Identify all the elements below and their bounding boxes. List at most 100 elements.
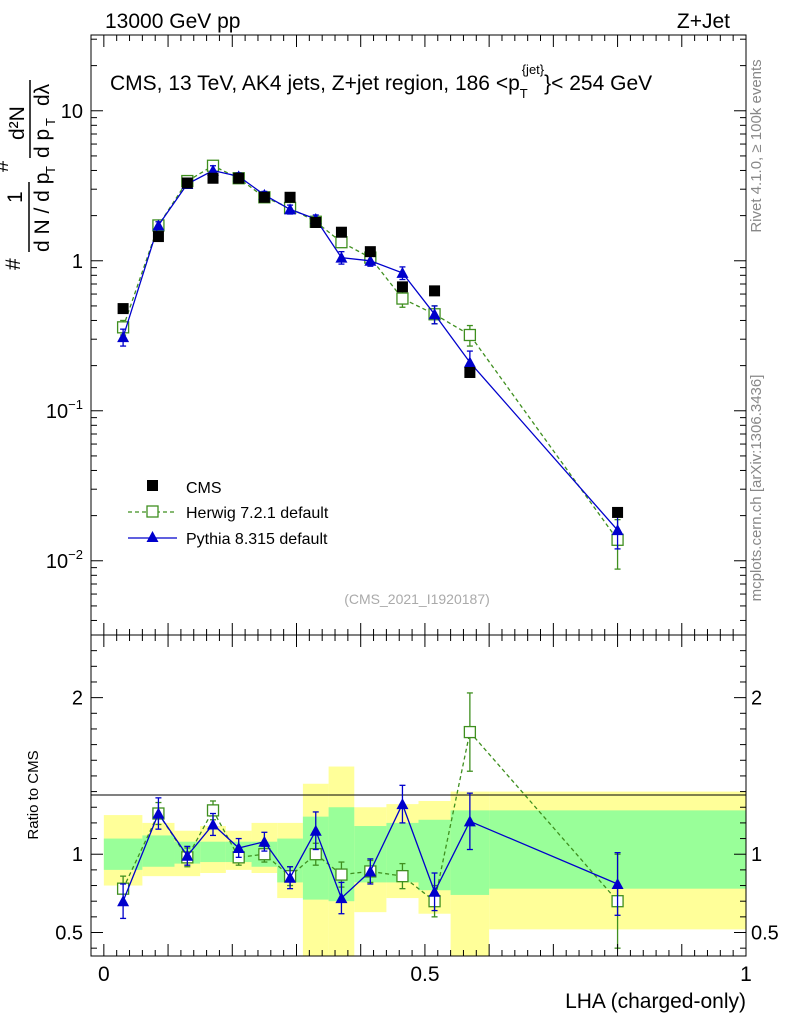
x-tick-label: 0.5 [410, 963, 439, 986]
title-sub: T [520, 86, 528, 101]
ratio-pythia-point [258, 835, 271, 847]
ratio-ticks-layer: 0 0.5 1 0.5 0.5 1 1 2 2 [55, 635, 779, 986]
ratio-pythia-point [611, 877, 624, 889]
main-y-tick-label: 10−2 [46, 547, 83, 573]
tick-exponent: −1 [68, 397, 83, 412]
herwig-point [335, 236, 348, 249]
x-tick-label: 1 [740, 963, 752, 986]
ylabel-dpt: d p [31, 129, 54, 158]
ratio-stat-uncertainty-band [103, 838, 143, 870]
ratio-herwig-point [396, 869, 409, 883]
main-y-axis-label: # 1 d N / d p T # d²N d p T dλ [0, 80, 58, 270]
ratio-herwig-point [309, 848, 322, 861]
cms-data-point [464, 366, 476, 378]
ylabel-d2n: d²N [6, 106, 29, 140]
pythia-point [396, 266, 409, 278]
header-collision: 13000 GeV pp [105, 10, 240, 33]
cms-data-point [117, 303, 129, 315]
ratio-pythia-point [181, 849, 194, 861]
ylabel-hash-1: # [2, 258, 25, 270]
title-post: }< 254 GeV [544, 72, 652, 95]
rivet-version-label: Rivet 4.1.0, ≥ 100k events [748, 59, 765, 232]
tick-exponent: −2 [68, 547, 83, 562]
pythia-point [463, 356, 476, 368]
title-pre: CMS, 13 TeV, AK4 jets, Z+jet region, 186… [110, 72, 520, 95]
cms-data-point [335, 226, 347, 238]
ratio-pythia-point [232, 841, 245, 853]
herwig-point [396, 292, 409, 305]
tick-base: 1 [72, 251, 83, 273]
main-y-tick-label: 10−1 [46, 397, 83, 423]
ratio-pythia-point [152, 807, 165, 819]
cms-data-point [429, 285, 441, 297]
ratio-pythia-point [428, 885, 441, 897]
ylabel-dn-dpt: d N / d p [31, 173, 54, 252]
ratio-y-tick-label: 0.5 [55, 923, 83, 945]
pythia-point [207, 164, 220, 176]
ratio-y-tick-label-right: 0.5 [751, 923, 779, 945]
analysis-id-label: (CMS_2021_I1920187) [344, 591, 490, 607]
ratio-panel: 0 0.5 1 0.5 0.5 1 1 2 2 [55, 634, 779, 986]
legend-label-herwig: Herwig 7.2.1 default [186, 505, 329, 522]
legend-marker-herwig [146, 505, 159, 518]
header-process: Z+Jet [677, 10, 730, 33]
pythia-point [284, 203, 297, 215]
cms-data-point [310, 216, 322, 228]
main-y-tick-label: 1 [72, 251, 83, 273]
cms-data-point [152, 231, 164, 243]
ratio-pythia-point [364, 865, 377, 877]
pythia-point [335, 251, 348, 263]
pythia-point [364, 254, 377, 266]
cms-data-point [258, 191, 270, 203]
ratio-pythia-line [122, 802, 618, 902]
cms-data-point [612, 506, 624, 518]
x-tick-label: 0 [98, 963, 110, 986]
ylabel-t-sub-2: T [43, 118, 58, 126]
pythia-point [611, 524, 624, 536]
ratio-herwig-point [463, 725, 477, 739]
cms-data-point [233, 172, 245, 184]
ratio-pythia-point [284, 871, 297, 883]
tick-base: 10 [46, 551, 68, 573]
legend-label-cms: CMS [186, 480, 222, 497]
ratio-stat-uncertainty-band [200, 841, 226, 863]
ratio-y-tick-label-right: 1 [751, 844, 762, 866]
legend-marker-cms [147, 480, 158, 491]
tick-base: 10 [46, 401, 68, 423]
cms-data-point [364, 246, 376, 258]
ylabel-dlambda: dλ [31, 83, 54, 106]
plot-title: CMS, 13 TeV, AK4 jets, Z+jet region, 186… [110, 62, 652, 101]
cms-data-point [207, 172, 219, 184]
ratio-y-tick-label: 2 [72, 688, 83, 710]
mcplots-label: mcplots.cern.ch [arXiv:1306.3436] [748, 375, 765, 602]
pythia-point [428, 308, 441, 320]
ratio-pythia-point [463, 815, 476, 827]
pythia-point [117, 331, 130, 343]
cms-data-point [284, 191, 296, 203]
legend: CMS Herwig 7.2.1 default Pythia 8.315 de… [128, 480, 329, 548]
ratio-herwig-point [335, 868, 348, 881]
x-axis-label: LHA (charged-only) [565, 990, 746, 1013]
pythia-line [122, 169, 619, 531]
tick-base: 10 [61, 101, 83, 123]
ratio-series-layer [116, 692, 624, 949]
cms-data-point [396, 281, 408, 293]
ratio-pythia-point [309, 824, 322, 836]
cms-data-point [181, 177, 193, 189]
main-series-layer [116, 159, 624, 570]
legend-label-pythia: Pythia 8.315 default [186, 531, 328, 548]
ratio-pythia-point [117, 895, 130, 907]
ratio-y-tick-label-right: 2 [751, 688, 762, 710]
ratio-y-tick-label: 1 [72, 844, 83, 866]
ratio-y-axis-label: Ratio to CMS [25, 750, 42, 839]
ratio-panel-frame [90, 634, 747, 957]
title-sup: {jet} [522, 62, 545, 77]
ylabel-t-sub-1: T [43, 166, 58, 174]
ratio-pythia-point [396, 798, 409, 810]
ylabel-one: 1 [4, 191, 27, 203]
herwig-point [463, 328, 477, 342]
ratio-pythia-point [335, 892, 348, 904]
